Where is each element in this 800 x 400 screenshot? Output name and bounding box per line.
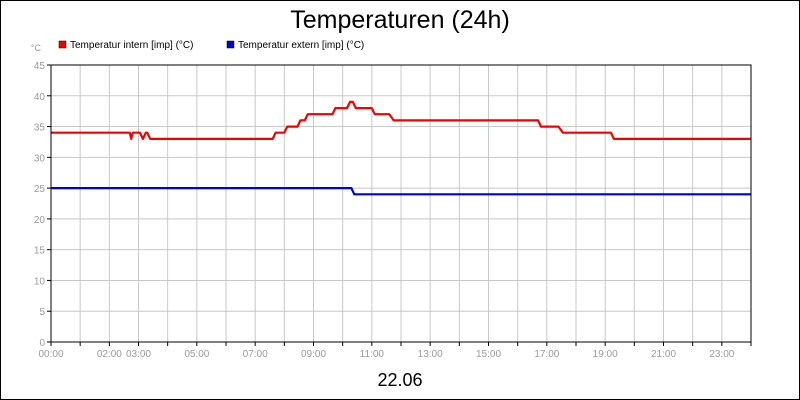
series-line-intern (51, 100, 751, 140)
legend-swatch-extern (226, 40, 235, 49)
y-tick-label: 0 (39, 338, 45, 349)
series-lines (51, 100, 751, 196)
x-tick-label: 13:00 (418, 349, 443, 360)
y-tick-label: 15 (34, 246, 46, 257)
chart-title: Temperaturen (24h) (290, 6, 510, 34)
x-tick-label: 19:00 (593, 349, 618, 360)
x-axis-date-label: 22.06 (377, 370, 422, 390)
grid (50, 64, 752, 343)
plot-area-border (50, 64, 752, 343)
series-line-extern (51, 187, 751, 196)
legend-swatch-intern (58, 40, 67, 49)
y-tick-label: 40 (34, 92, 46, 103)
y-axis-unit: °C (31, 43, 42, 53)
x-tick-label: 21:00 (651, 349, 676, 360)
x-tick-label: 07:00 (243, 349, 268, 360)
y-tick-label: 35 (34, 123, 46, 134)
x-tick-label: 23:00 (709, 349, 734, 360)
y-tick-label: 10 (34, 276, 46, 287)
y-tick-label: 20 (34, 215, 46, 226)
legend: Temperatur intern [imp] (°C) Temperatur … (58, 40, 364, 51)
x-tick-label: 09:00 (301, 349, 326, 360)
legend-label-intern: Temperatur intern [imp] (°C) (70, 40, 193, 51)
legend-label-extern: Temperatur extern [imp] (°C) (238, 40, 364, 51)
y-tick-label: 25 (34, 184, 46, 195)
y-tick-label: 30 (34, 153, 46, 164)
x-tick-label: 17:00 (534, 349, 559, 360)
x-tick-label: 11:00 (360, 349, 385, 360)
x-tick-label: 02:00 (97, 349, 122, 360)
y-tick-label: 45 (34, 61, 46, 72)
x-tick-label: 15:00 (476, 349, 501, 360)
y-tick-label: 5 (39, 307, 45, 318)
x-axis-ticks: 00:00 02:00 03:00 05:00 07:00 09:00 11:00 13:00… (38, 342, 752, 360)
y-axis-ticks: 0 5 10 15 20 25 30 35 40 45 (34, 61, 51, 349)
x-tick-label: 00:00 (38, 349, 63, 360)
x-tick-label: 03:00 (126, 349, 151, 360)
x-tick-label: 05:00 (184, 349, 209, 360)
